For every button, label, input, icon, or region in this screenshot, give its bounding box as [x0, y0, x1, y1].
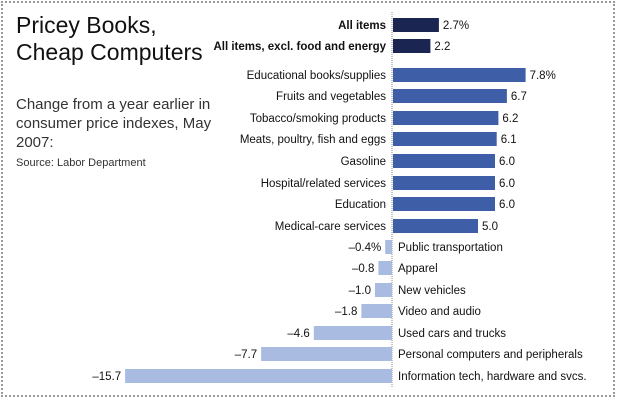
bar [261, 347, 392, 361]
category-label: Meats, poultry, fish and eggs [240, 134, 386, 146]
value-label: –7.7 [235, 349, 257, 361]
bar [393, 176, 495, 190]
category-label: Video and audio [398, 306, 481, 318]
bar [393, 18, 439, 32]
value-label: –0.4% [349, 242, 382, 254]
category-label: Tobacco/smoking products [250, 113, 386, 125]
chart-source: Source: Labor Department [16, 157, 146, 169]
bar [361, 304, 392, 318]
chart-frame [1, 1, 615, 397]
value-label: 6.0 [499, 178, 515, 190]
category-label: Fruits and vegetables [276, 91, 386, 103]
bar [393, 111, 499, 125]
category-label: Medical-care services [275, 221, 386, 233]
bar [393, 154, 495, 168]
bar [375, 283, 392, 297]
value-label: 7.8% [530, 70, 556, 82]
category-label: All items, excl. food and energy [213, 41, 386, 53]
bar [313, 326, 392, 340]
category-label: Apparel [398, 263, 438, 275]
value-label: –0.8 [352, 263, 374, 275]
value-label: 6.0 [499, 199, 515, 211]
value-label: –1.8 [335, 306, 357, 318]
value-label: 6.0 [499, 156, 515, 168]
category-label: Gasoline [341, 156, 386, 168]
value-label: 2.7% [443, 20, 469, 32]
bar [393, 89, 507, 103]
category-label: Information tech, hardware and svcs. [398, 371, 587, 383]
bar [378, 261, 392, 275]
bar [393, 68, 526, 82]
category-label: Public transportation [398, 242, 503, 254]
value-label: –1.0 [349, 285, 371, 297]
bar [393, 39, 431, 53]
value-label: 6.2 [502, 113, 518, 125]
bar [393, 197, 495, 211]
category-label: New vehicles [398, 285, 466, 297]
category-label: All items [338, 20, 386, 32]
category-label: Personal computers and peripherals [398, 349, 583, 361]
bar [393, 132, 497, 146]
category-label: Used cars and trucks [398, 328, 506, 340]
bar [385, 240, 392, 254]
category-label: Hospital/related services [261, 178, 387, 190]
bar [393, 219, 478, 233]
value-label: –15.7 [92, 371, 121, 383]
value-label: 6.7 [511, 91, 527, 103]
category-label: Educational books/supplies [247, 70, 387, 82]
category-label: Education [335, 199, 386, 211]
bar [125, 369, 392, 383]
value-label: 2.2 [434, 41, 450, 53]
value-label: 5.0 [482, 221, 498, 233]
chart-subtitle: Change from a year earlier in consumer p… [16, 96, 212, 151]
value-label: –4.6 [287, 328, 309, 340]
value-label: 6.1 [501, 134, 517, 146]
chart-title: Pricey Books, Cheap Computers [16, 12, 203, 65]
